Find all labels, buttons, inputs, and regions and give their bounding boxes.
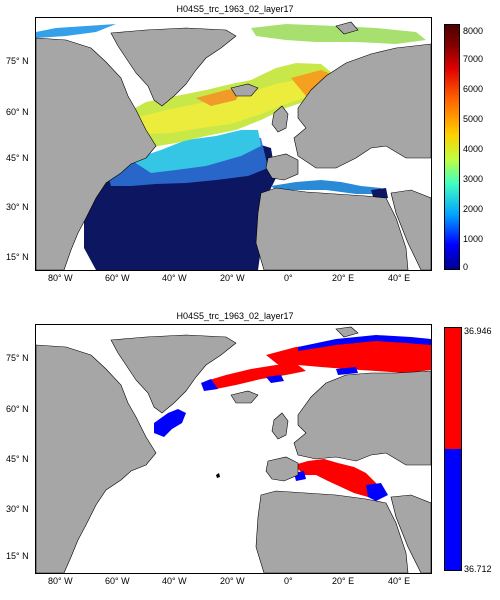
- map2-cbar-top-label: 36.946: [464, 326, 492, 336]
- map2-lon-label: 0°: [284, 576, 293, 586]
- map1-title: H04S5_trc_1963_02_layer17: [176, 4, 294, 14]
- map1-lat-label: 45° N: [6, 153, 29, 163]
- map2-lat-label: 75° N: [6, 353, 29, 363]
- map2-lon-label: 40° E: [388, 576, 411, 586]
- map2-lon-label: 20° W: [220, 576, 245, 586]
- map1-lon-label: 80° W: [48, 273, 73, 283]
- map1-cbar-tick: 3000: [463, 174, 484, 184]
- map1-lon-label: 20° W: [220, 273, 245, 283]
- map1-lat-label: 15° N: [6, 252, 29, 262]
- map2-lat-label: 60° N: [6, 404, 29, 414]
- map1-colorbar: [444, 24, 460, 270]
- map1-lon-label: 40° W: [162, 273, 187, 283]
- map1-cbar-tick: 6000: [463, 84, 484, 94]
- map2-lat-label: 45° N: [6, 454, 29, 464]
- map1-lat-label: 30° N: [6, 202, 29, 212]
- map1-cbar-tick: 4000: [463, 144, 484, 154]
- map1-land: [36, 21, 431, 270]
- map2-lon-label: 20° E: [332, 576, 355, 586]
- map1-lon-label: 40° E: [388, 273, 411, 283]
- map2-lon-label: 60° W: [105, 576, 130, 586]
- map2-colorbar: [444, 327, 462, 571]
- map2-lon-label: 40° W: [162, 576, 187, 586]
- map1-lat-label: 75° N: [6, 56, 29, 66]
- map2-lat-label: 30° N: [6, 504, 29, 514]
- map1-svg: [36, 18, 431, 270]
- map1-cbar-tick: 7000: [463, 54, 484, 64]
- map1-cbar-tick: 0: [463, 262, 469, 272]
- map2-svg: [36, 325, 431, 573]
- map1-lon-label: 60° W: [105, 273, 130, 283]
- map1-cbar-tick: 5000: [463, 114, 484, 124]
- map2-lon-label: 80° W: [48, 576, 73, 586]
- map2-data-field: [154, 335, 431, 501]
- map2-cbar-bottom-label: 36.712: [464, 564, 492, 574]
- map2-lat-label: 15° N: [6, 551, 29, 561]
- map2-title: H04S5_trc_1963_02_layer17: [176, 311, 294, 321]
- map2-plot[interactable]: [35, 324, 432, 574]
- map1-lon-label: 20° E: [332, 273, 355, 283]
- map1-data-field: [36, 24, 426, 270]
- map1-cbar-tick: 2000: [463, 204, 484, 214]
- map1-cbar-tick: 1000: [463, 234, 484, 244]
- map1-cbar-tick: 8000: [463, 26, 484, 36]
- map2-land: [36, 326, 431, 573]
- map1-lat-label: 60° N: [6, 107, 29, 117]
- map1-lon-label: 0°: [284, 273, 293, 283]
- map1-plot[interactable]: [35, 17, 432, 271]
